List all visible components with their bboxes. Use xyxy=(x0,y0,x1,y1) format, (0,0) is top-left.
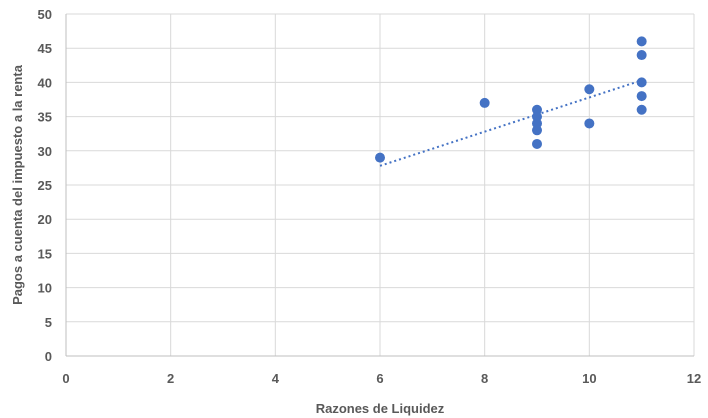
data-point xyxy=(532,125,542,136)
data-point xyxy=(479,97,490,108)
data-point xyxy=(532,138,542,149)
trendline-group xyxy=(379,79,642,167)
data-point xyxy=(636,77,647,88)
y-tick-label: 0 xyxy=(45,349,52,364)
data-point xyxy=(636,50,647,61)
x-tick-label: 12 xyxy=(687,371,701,386)
x-tick-label: 0 xyxy=(62,371,69,386)
y-axis-title: Pagos a cuenta del impuesto a la renta xyxy=(10,64,25,305)
data-point xyxy=(636,91,647,102)
data-point xyxy=(532,111,542,122)
data-point xyxy=(636,36,647,47)
axes xyxy=(65,14,694,357)
y-tick-labels: 0 5 10 15 20 25 30 35 40 45 50 xyxy=(38,7,52,364)
data-point xyxy=(584,118,595,129)
gridlines xyxy=(66,13,695,356)
y-tick-label: 5 xyxy=(45,315,52,330)
y-tick-label: 15 xyxy=(38,246,52,261)
y-tick-label: 35 xyxy=(38,110,52,125)
x-tick-label: 10 xyxy=(582,371,596,386)
y-tick-label: 20 xyxy=(38,212,52,227)
trendline xyxy=(379,79,642,167)
data-points xyxy=(375,36,647,163)
x-tick-labels: 0 2 4 6 8 10 12 xyxy=(62,371,701,386)
x-tick-label: 2 xyxy=(167,371,174,386)
y-tick-label: 45 xyxy=(38,41,52,56)
y-tick-label: 25 xyxy=(38,178,52,193)
data-point xyxy=(636,104,647,115)
x-tick-label: 4 xyxy=(272,371,280,386)
x-tick-label: 6 xyxy=(376,371,383,386)
data-point xyxy=(375,152,385,163)
x-axis-title: Razones de Liquidez xyxy=(316,401,445,416)
data-point xyxy=(584,84,595,95)
y-tick-label: 40 xyxy=(38,75,52,90)
y-tick-label: 10 xyxy=(38,281,52,296)
data-point xyxy=(532,118,542,129)
y-tick-label: 50 xyxy=(38,7,52,22)
data-point xyxy=(532,104,542,115)
x-tick-label: 8 xyxy=(481,371,488,386)
y-tick-label: 30 xyxy=(38,144,52,159)
